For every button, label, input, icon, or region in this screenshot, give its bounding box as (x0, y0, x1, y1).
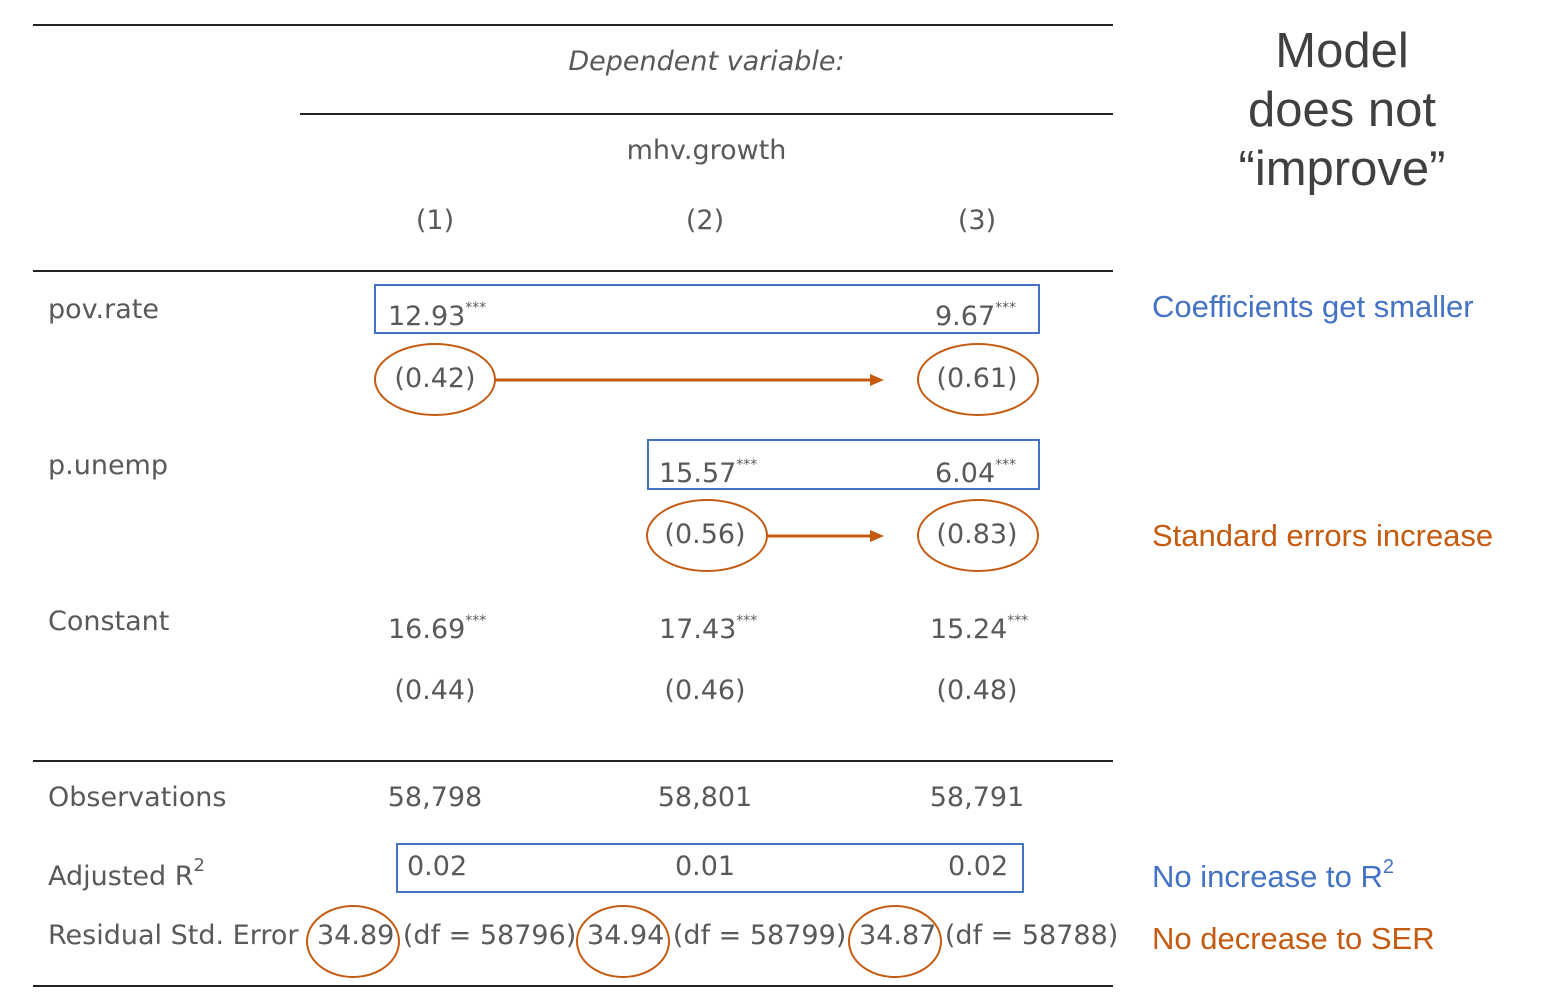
coef-constant-3: 15.24*** (930, 605, 1028, 646)
adjusted-r2-3: 0.02 (948, 851, 1009, 882)
arrow-head (870, 530, 884, 542)
annotation-coefficients: Coefficients get smaller (1152, 289, 1474, 324)
observations-1: 58,798 (387, 782, 483, 813)
stats-top-rule (33, 760, 1113, 762)
annotation-title: Model does not “improve” (1160, 22, 1524, 199)
dependent-variable-name: mhv.growth (626, 135, 787, 166)
column-header-3: (3) (957, 205, 997, 236)
coef-p-unemp-2: 15.57*** (659, 449, 757, 490)
annotation-standard-errors: Standard errors increase (1152, 518, 1494, 553)
annotation-r2-superscript: 2 (1382, 856, 1395, 878)
header-bottom-rule (33, 270, 1113, 272)
column-header-1: (1) (415, 205, 455, 236)
significance-stars: *** (736, 457, 758, 473)
significance-stars: *** (465, 613, 487, 629)
arrow-head (870, 374, 884, 386)
coef-constant-2: 17.43*** (659, 605, 757, 646)
adjusted-r2-text: Adjusted R (48, 861, 194, 892)
significance-stars: *** (995, 300, 1017, 316)
significance-stars: *** (1007, 613, 1029, 629)
p-unemp-coefficient-highlight-box (647, 439, 1040, 490)
se-constant-3: (0.48) (936, 675, 1018, 706)
row-label-residual-std-error: Residual Std. Error (48, 920, 299, 951)
table-bottom-rule (33, 985, 1113, 987)
se-p-unemp-2-circle (646, 499, 768, 572)
observations-2: 58,801 (657, 782, 753, 813)
row-label-p-unemp: p.unemp (48, 450, 168, 481)
arrow-p-unemp-se (768, 530, 884, 542)
coef-pov-rate-1: 12.93*** (388, 292, 486, 333)
row-label-adjusted-r2: Adjusted R2 (48, 850, 205, 893)
coef-p-unemp-3: 6.04*** (935, 449, 1016, 490)
rse-df: (df = 58788) (944, 920, 1119, 951)
rse-df: (df = 58799) (672, 920, 847, 951)
table-top-rule (33, 24, 1113, 26)
significance-stars: *** (736, 613, 758, 629)
row-label-pov-rate: pov.rate (48, 294, 159, 325)
coef-value: 6.04 (935, 458, 996, 489)
dependent-variable-rule (300, 113, 1113, 115)
rse-3-circle (848, 905, 942, 978)
annotation-title-line3: “improve” (1238, 142, 1446, 196)
se-constant-1: (0.44) (394, 675, 476, 706)
rse-df: (df = 58796) (402, 920, 577, 951)
se-pov-rate-3-circle (917, 343, 1039, 416)
adjusted-r2-highlight-box (396, 843, 1024, 893)
coef-value: 12.93 (388, 301, 466, 332)
column-header-2: (2) (685, 205, 725, 236)
rse-1-circle (306, 905, 400, 978)
coef-value: 16.69 (388, 614, 466, 645)
significance-stars: *** (995, 457, 1017, 473)
coef-value: 17.43 (659, 614, 737, 645)
row-label-constant: Constant (48, 606, 170, 637)
coef-value: 9.67 (935, 301, 996, 332)
rse-2-circle (576, 905, 670, 978)
row-label-observations: Observations (48, 782, 227, 813)
adjusted-r2-1: 0.02 (407, 851, 468, 882)
dependent-variable-label: Dependent variable: (568, 46, 845, 77)
adjusted-r2-superscript: 2 (193, 855, 205, 876)
arrow-pov-rate-se (496, 374, 884, 386)
se-p-unemp-3-circle (917, 499, 1039, 572)
observations-3: 58,791 (929, 782, 1025, 813)
significance-stars: *** (465, 300, 487, 316)
annotation-r2-text: No increase to R (1152, 859, 1383, 894)
annotation-ser: No decrease to SER (1152, 921, 1435, 956)
se-pov-rate-1-circle (374, 343, 496, 416)
annotation-title-line2: does not (1248, 83, 1436, 137)
adjusted-r2-2: 0.01 (674, 851, 736, 882)
annotation-title-line1: Model (1275, 24, 1409, 78)
coef-value: 15.57 (659, 458, 737, 489)
pov-rate-coefficient-highlight-box (374, 284, 1040, 334)
coef-constant-1: 16.69*** (388, 605, 486, 646)
coef-pov-rate-3: 9.67*** (935, 292, 1016, 333)
annotation-r2: No increase to R2 (1152, 848, 1394, 896)
coef-value: 15.24 (930, 614, 1008, 645)
se-constant-2: (0.46) (664, 675, 746, 706)
